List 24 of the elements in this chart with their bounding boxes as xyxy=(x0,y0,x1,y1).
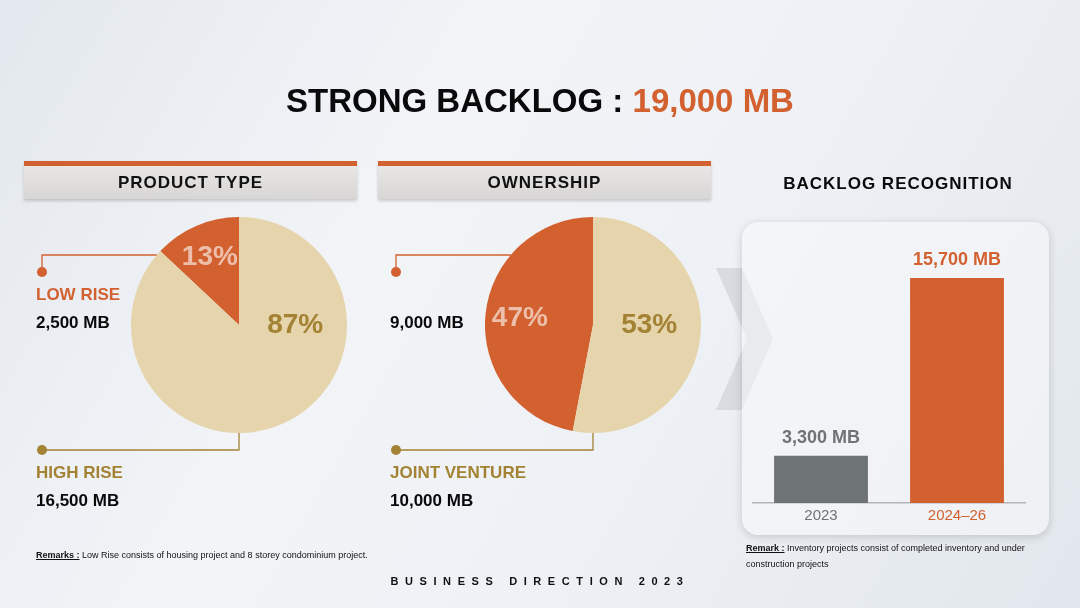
legend-label: LOW RISE xyxy=(36,284,121,306)
text: 9,000 MB xyxy=(390,312,464,334)
chart-title: BACKLOG RECOGNITION xyxy=(782,173,1014,195)
data-label: 13% xyxy=(181,240,238,272)
text: STRONG BACKLOG : 19,000 MB xyxy=(286,82,794,119)
data-label: 3,300 MB xyxy=(781,426,861,447)
x-tick-label: 2023 xyxy=(804,506,838,524)
text: 10,000 MB xyxy=(390,490,474,512)
chart-title: PRODUCT TYPE xyxy=(116,172,265,194)
text: 2,500 MB xyxy=(36,312,110,334)
data-label: 53% xyxy=(621,307,678,339)
data-label: 47% xyxy=(491,300,549,332)
slice-label: JOINT VENTURE xyxy=(390,462,527,484)
text: Remark : Inventory projects consist of completed inventory and under construction projects xyxy=(746,542,1026,571)
text: BUSINESS DIRECTION 2023 xyxy=(389,574,691,589)
x-tick-label: 2024–26 xyxy=(927,506,987,524)
slice-label: HIGH RISE xyxy=(36,462,123,484)
text: Remarks : Low Rise consists of housing project and 8 storey condominium project. xyxy=(36,549,368,562)
header-banner: PRODUCT TYPE xyxy=(24,161,357,199)
header-banner: OWNERSHIP xyxy=(378,161,711,199)
data-label: 87% xyxy=(267,307,324,339)
text: 16,500 MB xyxy=(36,490,120,512)
chart-title: OWNERSHIP xyxy=(486,172,603,194)
data-label: 15,700 MB xyxy=(912,248,1002,269)
